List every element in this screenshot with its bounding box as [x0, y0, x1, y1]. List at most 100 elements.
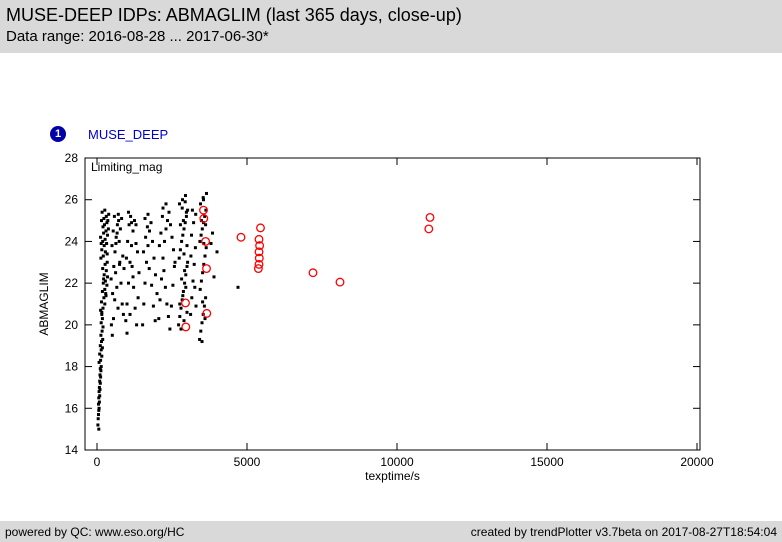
data-point-black-dot	[182, 252, 186, 256]
data-point-black-dot	[101, 239, 105, 243]
data-point-black-dot	[186, 208, 190, 212]
data-point-black-dot	[109, 323, 113, 327]
data-point-black-dot	[98, 367, 102, 371]
data-point-black-dot	[97, 413, 100, 417]
data-point-black-dot	[150, 283, 154, 287]
data-point-black-dot	[118, 227, 122, 231]
data-point-red-circle	[236, 232, 246, 242]
data-point-black-dot	[161, 256, 165, 260]
data-point-black-dot	[115, 231, 119, 235]
data-point-black-dot	[189, 312, 193, 316]
data-point-black-dot	[103, 279, 107, 283]
data-point-black-dot	[112, 264, 116, 268]
data-point-black-dot	[142, 250, 145, 254]
data-point-black-dot	[179, 306, 183, 310]
data-point-black-dot	[178, 202, 181, 206]
data-point-black-dot	[117, 219, 121, 223]
data-point-black-dot	[177, 323, 181, 327]
data-point-black-dot	[182, 319, 186, 323]
data-point-black-dot	[130, 221, 133, 225]
data-point-black-dot	[127, 223, 131, 227]
y-tick-label: 28	[65, 151, 79, 165]
footer-created-by: created by trendPlotter v3.7beta on 2017…	[470, 524, 777, 539]
data-point-black-dot	[100, 219, 103, 223]
data-point-black-dot	[102, 231, 106, 235]
data-point-black-dot	[149, 221, 153, 225]
data-point-black-dot	[162, 269, 166, 273]
data-point-black-dot	[212, 275, 216, 279]
data-point-black-dot	[100, 210, 104, 214]
data-point-black-dot	[97, 406, 101, 410]
data-point-black-dot	[124, 319, 128, 323]
data-point-red-circle	[253, 264, 263, 273]
data-point-black-dot	[132, 285, 136, 289]
data-point-black-dot	[100, 248, 104, 252]
data-point-black-dot	[112, 317, 115, 321]
data-point-black-dot	[103, 250, 107, 254]
data-point-black-dot	[116, 212, 120, 216]
data-point-black-dot	[102, 296, 106, 300]
data-point-black-dot	[200, 227, 204, 231]
data-point-black-dot	[97, 360, 101, 364]
data-point-black-dot	[100, 310, 104, 314]
data-point-black-dot	[193, 285, 197, 289]
data-point-red-circle	[201, 236, 211, 246]
data-point-black-dot	[202, 242, 206, 246]
data-point-black-dot	[126, 239, 130, 243]
data-point-black-dot	[106, 275, 109, 279]
data-point-black-dot	[164, 202, 168, 206]
header-bar: MUSE-DEEP IDPs: ABMAGLIM (last 365 days,…	[0, 0, 782, 53]
data-point-black-dot	[101, 306, 105, 310]
data-point-black-dot	[184, 285, 188, 289]
data-point-black-dot	[160, 277, 163, 281]
data-point-black-dot	[105, 260, 109, 264]
data-point-black-dot	[97, 408, 101, 412]
data-range: Data range: 2016-08-28 ... 2017-06-30*	[6, 28, 269, 45]
data-point-black-dot	[106, 227, 110, 231]
data-point-black-dot	[101, 254, 105, 258]
data-point-black-dot	[199, 233, 203, 237]
y-tick-label: 14	[65, 443, 79, 457]
data-point-black-dot	[173, 260, 177, 264]
data-point-black-dot	[198, 239, 202, 243]
data-point-black-dot	[158, 298, 162, 302]
data-point-black-dot	[144, 235, 148, 239]
data-point-black-dot	[204, 208, 208, 212]
data-point-black-dot	[198, 337, 202, 341]
legend-label-muse-deep[interactable]: MUSE_DEEP	[88, 126, 169, 142]
data-point-black-dot	[183, 281, 187, 285]
data-point-black-dot	[100, 329, 104, 333]
data-point-red-circle	[425, 212, 435, 222]
data-point-black-dot	[102, 277, 106, 281]
x-tick-label: 0	[94, 455, 101, 469]
data-point-black-dot	[105, 242, 109, 246]
data-point-black-dot	[181, 289, 185, 293]
data-point-black-dot	[147, 267, 151, 271]
data-point-red-circle	[181, 298, 190, 308]
data-point-black-dot	[160, 214, 164, 218]
y-axis-label: ABMAGLIM	[37, 272, 51, 335]
data-point-black-dot	[104, 214, 108, 218]
y-tick-label: 18	[65, 360, 79, 374]
data-point-black-dot	[99, 375, 103, 379]
data-point-black-dot	[106, 219, 110, 223]
x-axis-label: texptime/s	[365, 469, 420, 483]
data-point-red-circle	[335, 277, 345, 287]
data-point-black-dot	[166, 219, 169, 223]
data-point-black-dot	[104, 269, 108, 273]
data-point-black-dot	[97, 396, 101, 400]
data-point-black-dot	[119, 281, 123, 285]
data-point-black-dot	[100, 346, 104, 350]
data-point-black-dot	[182, 227, 186, 231]
data-point-black-dot	[99, 369, 103, 373]
data-point-red-circle	[308, 268, 318, 278]
data-point-black-dot	[184, 194, 187, 198]
data-point-black-dot	[178, 302, 182, 306]
data-point-black-dot	[96, 417, 100, 421]
data-point-black-dot	[99, 321, 103, 325]
data-point-black-dot	[145, 260, 148, 264]
data-point-red-circle	[254, 253, 264, 263]
data-point-black-dot	[169, 223, 172, 227]
data-point-black-dot	[97, 402, 100, 406]
data-point-black-dot	[204, 246, 208, 250]
